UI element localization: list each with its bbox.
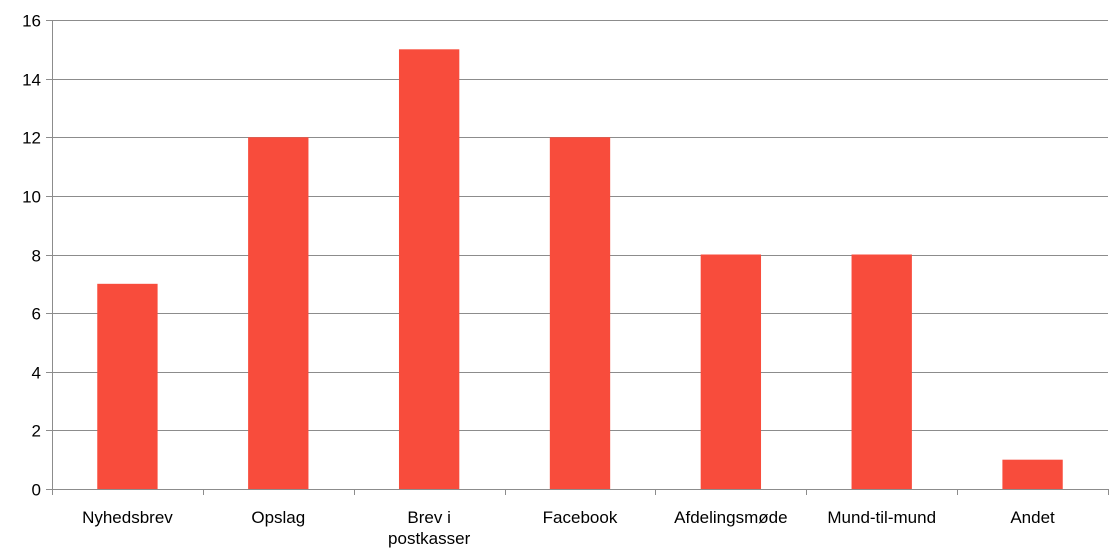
y-tick-label: 6 — [32, 305, 41, 324]
x-tick-label: postkasser — [388, 529, 471, 548]
bar-6 — [1002, 459, 1063, 489]
bars — [97, 49, 1063, 489]
bar-0 — [97, 283, 158, 489]
y-tick-label: 10 — [22, 188, 41, 207]
bar-2 — [398, 49, 460, 489]
bar-3 — [549, 137, 611, 489]
y-tick-label: 4 — [32, 364, 41, 383]
x-tick-labels: Nyhedsbrev Opslag Brev i postkasser Facebook… — [82, 508, 1055, 548]
y-tick-label: 16 — [22, 12, 41, 31]
x-tick-label: Andet — [1010, 508, 1055, 527]
x-tick-label: Brev i — [407, 508, 450, 527]
x-tick-label: Nyhedsbrev — [82, 508, 173, 527]
bar-5 — [851, 254, 912, 489]
x-tick-label: Mund-til-mund — [827, 508, 936, 527]
y-tick-label: 14 — [22, 71, 41, 90]
bar-4 — [700, 254, 762, 489]
y-tick-label: 2 — [32, 422, 41, 441]
x-tick-label: Opslag — [251, 508, 305, 527]
x-tick-label: Afdelingsmøde — [674, 508, 787, 527]
axes — [46, 20, 1109, 495]
y-tick-labels: 0 2 4 6 8 10 12 14 16 — [22, 12, 41, 500]
y-tick-label: 8 — [32, 247, 41, 266]
y-tick-label: 0 — [32, 481, 41, 500]
bar-1 — [248, 137, 309, 489]
y-tick-label: 12 — [22, 129, 41, 148]
x-tick-label: Facebook — [543, 508, 618, 527]
